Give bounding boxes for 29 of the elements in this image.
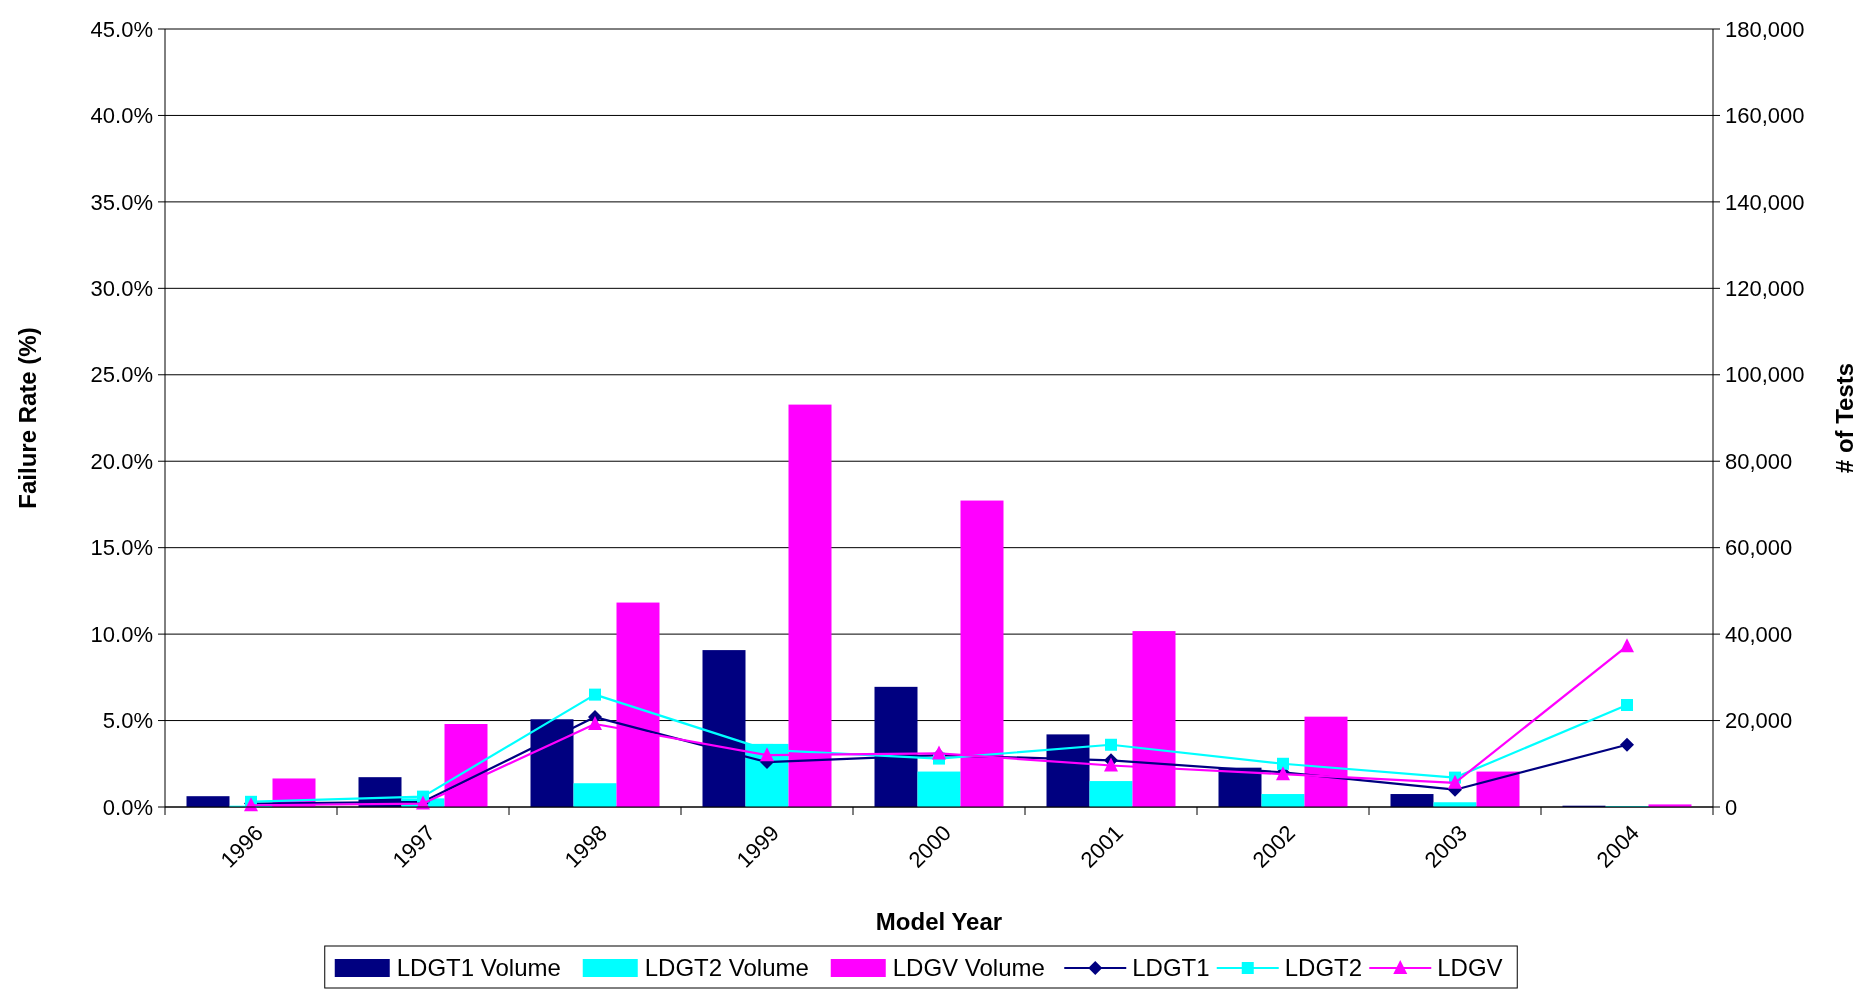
legend-label: LDGT1 xyxy=(1132,954,1210,982)
y-tick-label: 15.0% xyxy=(90,535,153,561)
y-tick-label: 20.0% xyxy=(90,448,153,474)
y-tick-label: 40.0% xyxy=(90,103,153,129)
y-tick-label: 25.0% xyxy=(90,362,153,388)
y-tick-label: 45.0% xyxy=(90,16,153,42)
y2-tick-label: 80,000 xyxy=(1725,448,1793,474)
y-tick-label: 5.0% xyxy=(102,708,153,734)
y2-tick-label: 20,000 xyxy=(1725,708,1793,734)
legend-label: LDGT1 Volume xyxy=(396,954,561,982)
y2-tick-label: 0 xyxy=(1725,794,1738,820)
x-axis-title: Model Year xyxy=(875,908,1003,935)
y2-tick-label: 60,000 xyxy=(1725,535,1793,561)
y-tick-label: 35.0% xyxy=(90,189,153,215)
legend-label: LDGV xyxy=(1437,954,1503,982)
legend-label: LDGT2 Volume xyxy=(644,954,809,982)
y-axis-title: Failure Rate (%) xyxy=(14,327,41,509)
y-tick-label: 30.0% xyxy=(90,276,153,302)
legend-label: LDGV Volume xyxy=(892,954,1045,982)
legend-label: LDGT2 xyxy=(1284,954,1363,982)
y2-axis-title: # of Tests xyxy=(1831,362,1859,474)
y2-tick-label: 180,000 xyxy=(1725,16,1805,42)
y2-tick-label: 120,000 xyxy=(1725,276,1805,302)
y-tick-label: 0.0% xyxy=(102,794,153,820)
y2-tick-label: 100,000 xyxy=(1725,362,1805,388)
y-tick-label: 10.0% xyxy=(90,621,153,647)
y2-tick-label: 40,000 xyxy=(1725,621,1793,647)
y2-tick-label: 160,000 xyxy=(1725,103,1805,129)
y2-tick-label: 140,000 xyxy=(1725,189,1805,215)
